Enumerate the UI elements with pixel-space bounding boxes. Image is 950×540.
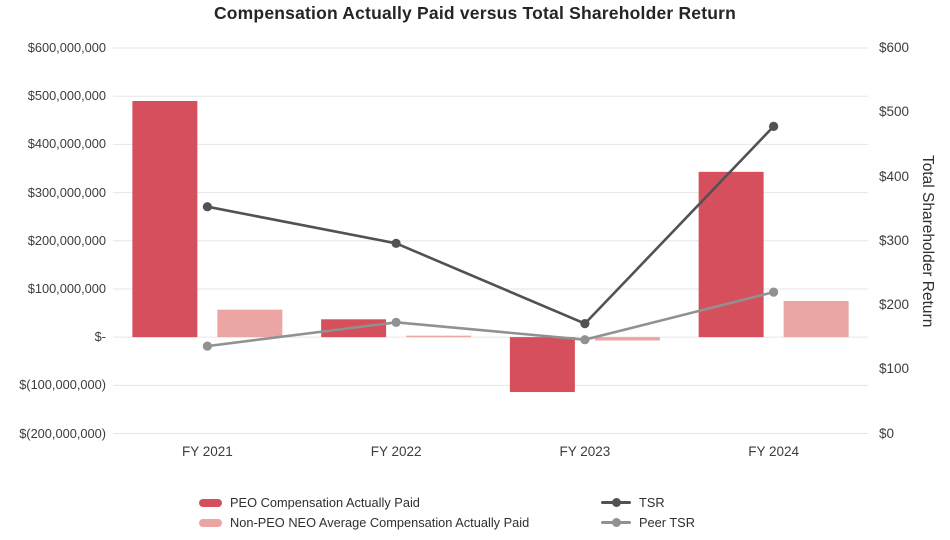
legend: PEO Compensation Actually Paid Non-PEO N… (0, 495, 950, 537)
peer-tsr-line (207, 290, 774, 348)
x-axis-tick-label: FY 2022 (370, 444, 422, 459)
right-axis-title: Total Shareholder Return (919, 154, 936, 328)
legend-item-peo-compensation[interactable]: PEO Compensation Actually Paid (199, 495, 529, 510)
bar-non-peo-fy-2022[interactable] (406, 335, 472, 338)
right-axis-tick-label: $100 (879, 361, 910, 377)
legend-item-non-peo-compensation[interactable]: Non-PEO NEO Average Compensation Actuall… (199, 515, 529, 530)
x-axis-tick-label: FY 2024 (748, 444, 800, 459)
right-axis-tick-label: $200 (879, 297, 910, 312)
right-axis-tick-label: $500 (879, 104, 910, 120)
left-axis-tick-label: $(200,000,000) (19, 425, 106, 441)
bar-non-peo-fy-2023[interactable] (594, 337, 660, 341)
chart-title: Compensation Actually Paid versus Total … (213, 3, 737, 23)
tsr-point-fy-2021[interactable] (202, 202, 212, 212)
right-axis-tick-label: $300 (879, 232, 910, 248)
bar-non-peo-fy-2021[interactable] (217, 309, 283, 338)
bar-peo-fy-2024[interactable] (698, 171, 764, 338)
legend-item-tsr[interactable]: TSR (601, 495, 695, 510)
left-axis-tick-label: $200,000,000 (27, 232, 106, 248)
peer-tsr-point-fy-2023[interactable] (580, 335, 590, 345)
legend-label: TSR (639, 495, 665, 510)
right-axis-tick-label: $400 (879, 168, 910, 184)
legend-label: PEO Compensation Actually Paid (230, 495, 420, 510)
left-axis-tick-label: $100,000,000 (27, 280, 106, 296)
left-axis-tick-label: $(100,000,000) (19, 377, 106, 393)
tsr-point-fy-2022[interactable] (391, 238, 401, 248)
bar-peo-fy-2023[interactable] (509, 337, 575, 393)
left-axis-tick-label: $400,000,000 (27, 136, 106, 152)
left-axis-tick-label: $- (94, 329, 106, 345)
peer-tsr-point-fy-2024[interactable] (769, 287, 779, 297)
peo-compensation-swatch-icon (199, 498, 222, 507)
peer-tsr-point-fy-2022[interactable] (391, 317, 401, 327)
legend-line-column: TSR Peer TSR (601, 495, 695, 530)
legend-label: Non-PEO NEO Average Compensation Actuall… (230, 515, 530, 530)
peer-tsr-line-marker-icon (601, 518, 631, 528)
bar-non-peo-fy-2024[interactable] (783, 300, 849, 338)
tsr-line (207, 125, 775, 326)
non-peo-compensation-swatch-icon (199, 518, 222, 527)
left-axis-tick-label: $500,000,000 (27, 88, 106, 104)
tsr-line-marker-icon (601, 498, 631, 508)
right-axis-tick-label: $0 (879, 425, 895, 441)
legend-label: Peer TSR (639, 515, 695, 530)
bar-peo-fy-2021[interactable] (132, 101, 198, 338)
x-axis-tick-label: FY 2023 (559, 444, 611, 459)
left-axis-tick-label: $300,000,000 (27, 184, 106, 200)
tsr-point-fy-2023[interactable] (580, 319, 590, 329)
x-axis-tick-label: FY 2021 (181, 444, 233, 459)
peer-tsr-point-fy-2021[interactable] (202, 341, 212, 351)
left-axis-tick-label: $600,000,000 (27, 40, 106, 55)
right-axis-tick-label: $600 (879, 40, 910, 55)
legend-bar-column: PEO Compensation Actually Paid Non-PEO N… (199, 495, 529, 530)
tsr-point-fy-2024[interactable] (769, 121, 779, 131)
legend-item-peer-tsr[interactable]: Peer TSR (601, 515, 695, 530)
